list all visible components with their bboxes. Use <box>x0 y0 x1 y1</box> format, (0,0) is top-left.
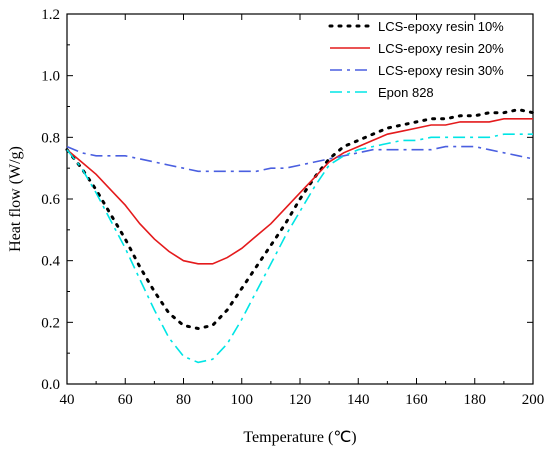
series-line-lcs-epoxy-resin-10 <box>65 108 535 331</box>
y-tick-label: 0.8 <box>41 130 60 146</box>
y-tick-label: 0.2 <box>41 315 60 331</box>
x-tick-label: 80 <box>176 392 191 408</box>
x-tick-label: 160 <box>405 392 428 408</box>
y-tick-label: 1.0 <box>41 69 60 85</box>
x-tick-label: 140 <box>347 392 370 408</box>
series-line-lcs-epoxy-resin-20 <box>66 118 533 265</box>
legend-label: LCS-epoxy resin 30% <box>378 63 504 78</box>
x-tick-label: 100 <box>231 392 254 408</box>
legend-label: LCS-epoxy resin 10% <box>378 19 504 34</box>
series-line-epon-828 <box>66 133 533 364</box>
x-tick-label: 200 <box>522 392 545 408</box>
x-axis-title: Temperature (℃) <box>243 429 356 446</box>
y-tick-label: 0.0 <box>41 377 60 393</box>
series-line-lcs-epoxy-resin-30 <box>66 145 534 173</box>
x-tick-label: 40 <box>60 392 75 408</box>
y-tick-label: 0.6 <box>41 192 60 208</box>
legend-label: Epon 828 <box>378 85 434 100</box>
axes: 40 60 80 100 120 140 160 180 200 0.0 0.2 0.4 0.6 0.8 1… <box>41 7 544 408</box>
legend: LCS-epoxy resin 10% LCS-epoxy resin 20% LC… <box>328 19 504 100</box>
y-axis-title: Heat flow (W/g) <box>7 146 24 252</box>
series-layer <box>65 108 535 364</box>
y-tick-label: 0.4 <box>41 254 60 270</box>
x-tick-label: 120 <box>289 392 312 408</box>
legend-label: LCS-epoxy resin 20% <box>378 41 504 56</box>
x-tick-label: 180 <box>464 392 487 408</box>
y-tick-label: 1.2 <box>41 7 60 23</box>
x-tick-label: 60 <box>118 392 133 408</box>
